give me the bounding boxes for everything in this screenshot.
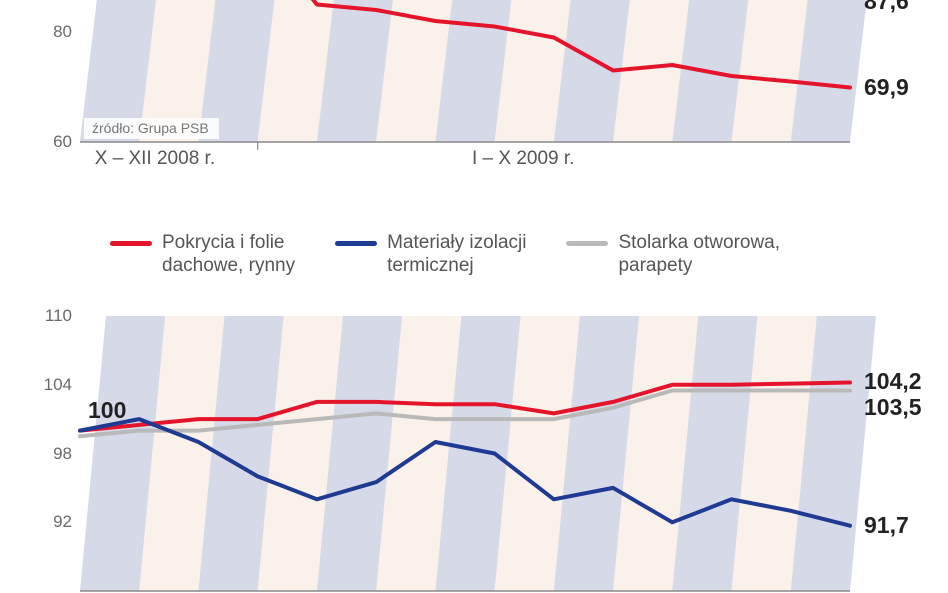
y-tick: 98 (28, 444, 72, 464)
legend-item: Pokrycia i foliedachowe, rynny (110, 232, 295, 278)
source-label: źródło: Grupa PSB (84, 118, 219, 139)
x-period-label: X – XII 2008 r. (95, 148, 215, 170)
legend-item: Materiały izolacjitermicznej (335, 232, 526, 278)
y-tick: 92 (28, 512, 72, 532)
bottom-chart (70, 306, 900, 593)
legend-swatch (566, 241, 608, 246)
series-end-label: 104,2 (864, 368, 922, 395)
legend-text: Materiały izolacjitermicznej (387, 232, 526, 278)
legend-text: Pokrycia i foliedachowe, rynny (162, 232, 295, 278)
y-tick: 104 (28, 375, 72, 395)
series-end-label: 91,7 (864, 512, 909, 539)
x-period-label: I – X 2009 r. (472, 148, 574, 170)
legend-item: Stolarka otworowa,parapety (566, 232, 780, 278)
legend: Pokrycia i foliedachowe, rynny Materiały … (110, 232, 780, 278)
y-tick: 110 (28, 306, 72, 326)
series-end-label: 87,6 (864, 0, 909, 15)
bottom-chart-start-label: 100 (88, 397, 126, 424)
series-end-label: 69,9 (864, 74, 909, 101)
legend-swatch (110, 241, 152, 246)
legend-swatch (335, 241, 377, 246)
y-tick: 60 (28, 132, 72, 152)
legend-text: Stolarka otworowa,parapety (618, 232, 780, 278)
series-end-label: 103,5 (864, 394, 922, 421)
y-tick: 80 (28, 22, 72, 42)
